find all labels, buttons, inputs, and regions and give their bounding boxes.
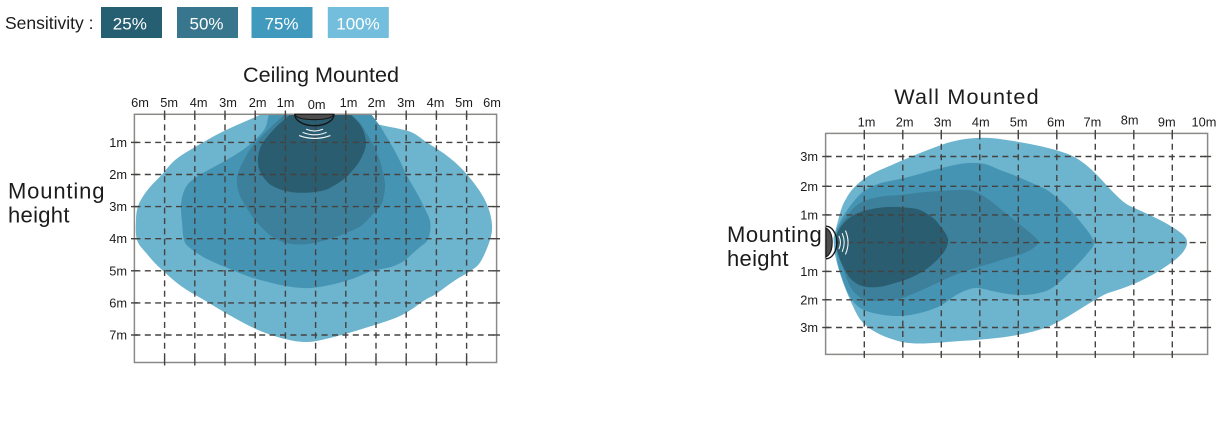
svg-text:height: height <box>727 246 789 271</box>
svg-text:1m: 1m <box>109 135 127 150</box>
svg-text:2m: 2m <box>249 95 267 110</box>
svg-text:6m: 6m <box>131 95 149 110</box>
svg-text:7m: 7m <box>109 328 127 343</box>
svg-text:8m: 8m <box>1121 113 1139 128</box>
svg-text:10m: 10m <box>1192 115 1217 130</box>
svg-text:Mounting: Mounting <box>8 179 105 204</box>
svg-text:3m: 3m <box>800 320 818 335</box>
svg-text:2m: 2m <box>896 115 914 130</box>
svg-text:0m: 0m <box>308 97 326 112</box>
svg-text:25%: 25% <box>113 15 147 34</box>
svg-text:5m: 5m <box>1010 115 1028 130</box>
svg-text:1m: 1m <box>858 115 876 130</box>
svg-text:1m: 1m <box>277 95 295 110</box>
svg-text:3m: 3m <box>934 115 952 130</box>
svg-text:Wall Mounted: Wall Mounted <box>894 84 1040 109</box>
svg-text:50%: 50% <box>189 15 223 34</box>
svg-text:2m: 2m <box>109 167 127 182</box>
svg-text:Sensitivity :: Sensitivity : <box>5 13 94 33</box>
svg-text:1m: 1m <box>800 207 818 222</box>
svg-text:2m: 2m <box>800 179 818 194</box>
svg-text:3m: 3m <box>800 149 818 164</box>
svg-text:2m: 2m <box>800 292 818 307</box>
svg-text:1m: 1m <box>800 264 818 279</box>
svg-text:height: height <box>8 203 70 228</box>
svg-text:Mounting: Mounting <box>727 222 822 247</box>
svg-text:4m: 4m <box>972 115 990 130</box>
svg-text:5m: 5m <box>160 95 178 110</box>
svg-text:9m: 9m <box>1158 115 1176 130</box>
svg-text:6m: 6m <box>483 95 501 110</box>
svg-text:4m: 4m <box>427 95 445 110</box>
svg-text:7m: 7m <box>1084 115 1102 130</box>
svg-text:100%: 100% <box>336 15 379 34</box>
svg-text:1m: 1m <box>340 95 358 110</box>
svg-text:4m: 4m <box>109 231 127 246</box>
svg-text:4m: 4m <box>190 95 208 110</box>
svg-text:5m: 5m <box>109 263 127 278</box>
svg-text:6m: 6m <box>109 295 127 310</box>
svg-text:75%: 75% <box>264 15 298 34</box>
svg-text:3m: 3m <box>219 95 237 110</box>
svg-text:3m: 3m <box>109 199 127 214</box>
svg-text:Ceiling Mounted: Ceiling Mounted <box>243 62 399 87</box>
svg-text:2m: 2m <box>368 95 386 110</box>
svg-text:5m: 5m <box>455 95 473 110</box>
svg-text:6m: 6m <box>1047 115 1065 130</box>
svg-text:3m: 3m <box>397 95 415 110</box>
